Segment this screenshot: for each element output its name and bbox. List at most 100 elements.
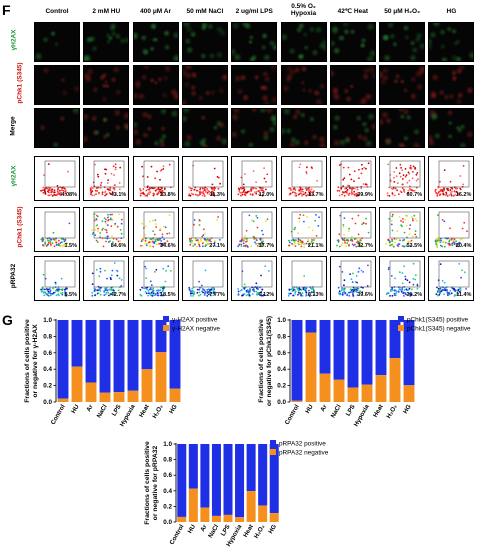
flow-dot bbox=[96, 187, 98, 189]
flow-dot bbox=[294, 192, 297, 195]
bar-positive bbox=[113, 392, 125, 402]
bar-positive bbox=[188, 488, 198, 522]
flow-dot bbox=[453, 288, 456, 290]
flow-percent: 84.6% bbox=[110, 243, 127, 249]
flow-dot bbox=[61, 186, 63, 189]
flow-dot bbox=[197, 294, 200, 297]
flow-dot bbox=[97, 173, 99, 176]
flow-dot bbox=[96, 289, 99, 292]
flow-dot bbox=[335, 244, 338, 247]
flow-dot bbox=[114, 163, 117, 166]
flow-dot bbox=[90, 188, 92, 191]
flow-dot bbox=[443, 188, 446, 191]
flow-dot bbox=[47, 290, 50, 293]
flow-dot bbox=[104, 269, 107, 272]
bar-negative bbox=[305, 320, 317, 333]
flow-dot bbox=[113, 174, 116, 176]
flow-dot bbox=[262, 233, 265, 236]
bar-positive bbox=[57, 398, 69, 402]
flow-gate bbox=[241, 260, 273, 288]
flow-dot bbox=[64, 290, 66, 293]
flow-dot bbox=[213, 288, 215, 291]
flow-dot bbox=[310, 291, 313, 293]
flow-dot bbox=[411, 288, 413, 291]
flow-dot bbox=[266, 173, 269, 176]
flow-gate bbox=[241, 160, 273, 188]
flow-dot bbox=[357, 241, 360, 244]
flow-dot bbox=[255, 187, 258, 190]
flow-dot bbox=[206, 295, 209, 297]
flow-dot bbox=[49, 242, 52, 244]
flow-dot bbox=[310, 239, 313, 241]
flow-dot bbox=[150, 238, 152, 241]
micrograph-tile bbox=[379, 65, 426, 105]
flow-dot bbox=[437, 214, 440, 216]
flow-dot bbox=[40, 238, 43, 241]
flow-dot bbox=[353, 243, 356, 246]
flow-dot bbox=[292, 191, 294, 194]
flow-dot bbox=[237, 193, 240, 196]
legend-label: pRPA32 positive bbox=[279, 441, 326, 448]
flow-dot bbox=[460, 276, 463, 279]
flow-dot bbox=[144, 239, 147, 242]
flow-dot bbox=[401, 272, 404, 274]
flow-dot bbox=[304, 171, 307, 173]
flow-dot bbox=[159, 294, 161, 297]
flow-dot bbox=[154, 268, 157, 271]
flow-dot bbox=[216, 176, 219, 178]
flow-dot bbox=[139, 289, 141, 291]
flow-dot bbox=[305, 172, 308, 175]
flow-dot bbox=[104, 172, 107, 175]
flow-dot bbox=[290, 239, 293, 242]
flow-dot bbox=[55, 294, 58, 297]
flow-dot bbox=[255, 290, 258, 293]
flow-dot bbox=[416, 284, 419, 287]
flow-dot bbox=[41, 288, 44, 291]
flow-dot bbox=[105, 193, 108, 196]
flow-dot bbox=[61, 189, 63, 192]
flow-dot bbox=[105, 222, 108, 225]
y-axis-label-line: Fractions of cells positive bbox=[24, 319, 31, 403]
flow-dot bbox=[336, 239, 339, 242]
flow-dot bbox=[54, 283, 57, 285]
x-tick-label: Control bbox=[50, 403, 67, 426]
flow-dot bbox=[114, 184, 117, 186]
flow-row-label-text: γH2AX bbox=[10, 165, 17, 187]
flow-dot bbox=[47, 190, 49, 193]
flow-dot bbox=[442, 279, 444, 282]
flow-dot bbox=[115, 166, 117, 169]
flow-dot bbox=[192, 295, 194, 297]
flow-dot bbox=[46, 294, 49, 296]
flow-dot bbox=[211, 286, 214, 289]
flow-dot bbox=[146, 176, 149, 178]
flow-dot bbox=[189, 295, 192, 297]
flow-dot bbox=[397, 243, 400, 245]
flow-scatter bbox=[335, 211, 372, 248]
flow-dot bbox=[298, 288, 301, 291]
flow-dot bbox=[243, 189, 246, 192]
flow-dot bbox=[302, 193, 305, 196]
flow-gate bbox=[192, 160, 224, 188]
flow-percent: 1.5% bbox=[64, 243, 77, 249]
flow-dot bbox=[163, 188, 166, 191]
flow-dot bbox=[99, 290, 102, 292]
flow-dot bbox=[391, 229, 394, 232]
flow-dot bbox=[104, 228, 107, 231]
flow-dot bbox=[154, 226, 157, 228]
flow-dot bbox=[142, 188, 144, 190]
flow-dot bbox=[352, 290, 355, 293]
flow-gate bbox=[340, 260, 372, 288]
bar-positive bbox=[319, 373, 331, 402]
flow-dot bbox=[393, 292, 396, 295]
bar-positive bbox=[141, 369, 153, 402]
flow-dot bbox=[64, 192, 67, 195]
y-tick-label: 0.8 bbox=[277, 333, 286, 340]
flow-dot bbox=[401, 289, 404, 291]
flow-percent: 32.7% bbox=[357, 243, 373, 249]
flow-dot bbox=[406, 181, 409, 184]
flow-dot bbox=[345, 191, 348, 194]
flow-dot bbox=[159, 191, 162, 194]
flow-dot bbox=[121, 232, 123, 235]
flow-dot bbox=[262, 294, 265, 297]
flow-plot-tile: 7.77% bbox=[181, 256, 228, 301]
